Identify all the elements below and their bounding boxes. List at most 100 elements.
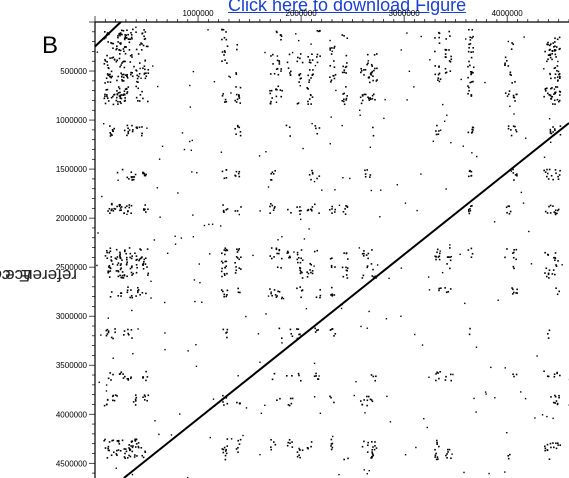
match-dot bbox=[383, 117, 385, 120]
match-dot bbox=[105, 384, 108, 386]
match-dot bbox=[280, 68, 283, 70]
match-dot bbox=[373, 69, 375, 72]
match-dot bbox=[330, 266, 333, 269]
match-dot bbox=[341, 124, 343, 127]
match-dot bbox=[104, 95, 106, 98]
match-dot bbox=[549, 204, 552, 207]
match-dot bbox=[192, 236, 195, 238]
match-dot bbox=[112, 394, 115, 397]
match-dot bbox=[123, 212, 126, 214]
match-dot bbox=[311, 122, 313, 125]
match-dot bbox=[343, 69, 346, 71]
match-dot bbox=[117, 262, 120, 264]
match-dot bbox=[226, 328, 229, 331]
match-dot bbox=[333, 77, 336, 80]
match-dot bbox=[143, 65, 146, 68]
match-dot bbox=[235, 73, 238, 75]
match-dot bbox=[224, 450, 227, 452]
match-dot bbox=[308, 69, 311, 71]
match-dot bbox=[258, 155, 261, 157]
diagonal-alignment-line bbox=[123, 122, 569, 478]
match-dot bbox=[557, 208, 560, 211]
match-dot bbox=[437, 458, 439, 460]
match-dot bbox=[239, 438, 242, 441]
match-dot bbox=[468, 170, 471, 173]
match-dot bbox=[118, 48, 120, 51]
match-dot bbox=[274, 294, 277, 296]
match-dot bbox=[507, 40, 510, 43]
match-dot bbox=[276, 266, 279, 269]
match-dot bbox=[345, 65, 348, 68]
match-dot bbox=[225, 169, 228, 171]
match-dot bbox=[462, 145, 464, 147]
match-dot bbox=[226, 45, 229, 48]
match-dot bbox=[273, 72, 276, 75]
match-dot bbox=[116, 47, 118, 50]
match-dot bbox=[516, 288, 518, 291]
match-dot bbox=[345, 274, 348, 276]
match-dot bbox=[333, 60, 335, 62]
match-dot bbox=[541, 414, 544, 416]
match-dot bbox=[470, 71, 473, 73]
match-dot bbox=[144, 37, 147, 40]
match-dot bbox=[435, 258, 437, 261]
match-dot bbox=[470, 56, 473, 59]
match-dot bbox=[375, 80, 378, 82]
match-dot bbox=[236, 210, 239, 212]
match-dot bbox=[546, 212, 549, 214]
match-dot bbox=[118, 32, 121, 35]
match-dot bbox=[109, 267, 112, 270]
match-dot bbox=[549, 54, 552, 57]
match-dot bbox=[118, 57, 121, 60]
match-dot bbox=[548, 277, 550, 279]
match-dot bbox=[113, 451, 115, 454]
match-dot bbox=[447, 290, 450, 293]
match-dot bbox=[554, 252, 557, 254]
match-dot bbox=[125, 34, 128, 37]
match-dot bbox=[546, 375, 549, 377]
match-dot bbox=[494, 397, 496, 399]
match-dot bbox=[126, 261, 129, 263]
match-dot bbox=[512, 172, 515, 174]
match-dot bbox=[117, 86, 120, 88]
match-dot bbox=[311, 53, 313, 56]
download-figure-link[interactable]: Click here to download Figure bbox=[228, 0, 467, 15]
match-dot bbox=[109, 135, 112, 137]
match-dot bbox=[330, 448, 333, 451]
match-dot bbox=[144, 68, 146, 71]
match-dot bbox=[379, 216, 381, 218]
match-dot bbox=[349, 177, 351, 180]
match-dot bbox=[548, 269, 551, 272]
match-dot bbox=[415, 446, 417, 449]
match-dot bbox=[113, 58, 116, 61]
match-dot bbox=[230, 438, 233, 440]
match-dot bbox=[343, 458, 345, 461]
match-dot bbox=[235, 266, 237, 268]
match-dot bbox=[346, 258, 349, 260]
match-dot bbox=[516, 292, 519, 294]
match-dot bbox=[130, 212, 132, 215]
match-dot bbox=[137, 53, 140, 55]
match-dot bbox=[110, 209, 113, 212]
match-dot bbox=[318, 127, 321, 129]
match-dot bbox=[556, 69, 558, 72]
match-dot bbox=[126, 289, 129, 292]
match-dot bbox=[119, 204, 122, 206]
match-dot bbox=[343, 103, 346, 106]
match-dot bbox=[437, 372, 439, 374]
match-dot bbox=[449, 259, 452, 262]
match-dot bbox=[312, 73, 314, 76]
match-dot bbox=[126, 124, 129, 127]
match-dot bbox=[439, 370, 441, 373]
match-dot bbox=[445, 454, 447, 457]
match-dot bbox=[142, 67, 144, 70]
match-dot bbox=[135, 264, 138, 266]
match-dot bbox=[366, 404, 368, 407]
match-dot bbox=[201, 301, 203, 303]
match-dot bbox=[514, 81, 516, 83]
match-dot bbox=[279, 34, 282, 36]
match-dot bbox=[506, 211, 508, 214]
match-dot bbox=[293, 251, 295, 253]
match-dot bbox=[467, 76, 469, 79]
match-dot bbox=[126, 73, 128, 76]
